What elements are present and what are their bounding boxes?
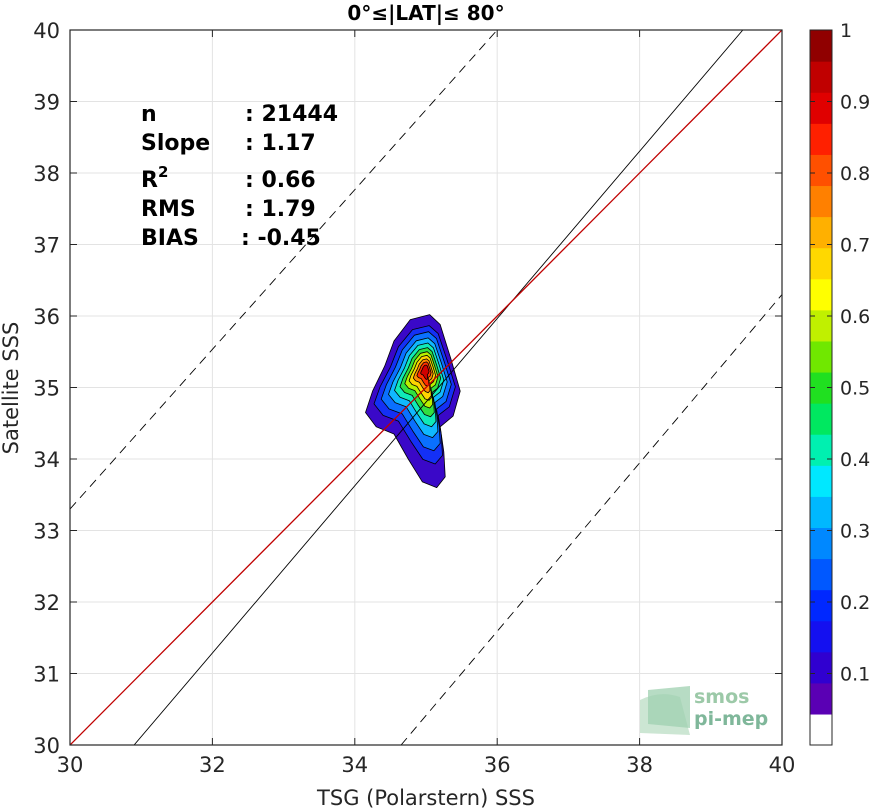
- colorbar-segment: [810, 465, 832, 497]
- colorbar-segment: [810, 61, 832, 93]
- stat-value-r2: : 0.66: [245, 168, 316, 193]
- colorbar-segment: [810, 713, 832, 746]
- colorbar-segment: [810, 496, 832, 528]
- colorbar-segment: [810, 154, 832, 187]
- smos-pi-mep-logo: smos pi-mep: [640, 686, 768, 735]
- stat-value-n: : 21444: [245, 102, 338, 127]
- colorbar-tick-label: 1: [840, 20, 852, 42]
- logo-text-smos: smos: [694, 686, 749, 708]
- y-tick-label: 40: [33, 19, 60, 43]
- x-tick-label: 30: [57, 753, 84, 777]
- x-tick-label: 40: [769, 753, 796, 777]
- colorbar-segment: [810, 620, 832, 653]
- x-ticks: 30 32 34 36 38 40: [57, 30, 796, 777]
- colorbar-tick-label: 0.4: [840, 449, 870, 471]
- colorbar-tick-label: 0.8: [840, 163, 870, 185]
- colorbar-tick-label: 0.6: [840, 306, 870, 328]
- x-tick-label: 36: [484, 753, 511, 777]
- bound-line-dashed: [400, 294, 782, 745]
- stat-value-bias: : -0.45: [241, 226, 321, 251]
- stat-value-slope: : 1.17: [245, 131, 316, 156]
- x-tick-label: 34: [341, 753, 368, 777]
- stat-label-rms: RMS: [141, 197, 196, 222]
- y-tick-label: 35: [33, 377, 60, 401]
- one-to-one-line: [70, 30, 782, 745]
- colorbar-segment: [810, 682, 832, 715]
- colorbar-tick-label: 0.5: [840, 378, 870, 400]
- y-tick-label: 37: [33, 234, 60, 258]
- colorbar-segment: [810, 30, 832, 62]
- y-tick-label: 33: [33, 520, 60, 544]
- y-tick-label: 32: [33, 591, 60, 615]
- colorbar-segment: [810, 403, 832, 435]
- regression-line: [133, 30, 744, 745]
- colorbar-segment: [810, 434, 832, 466]
- logo-mark-back-icon: [648, 686, 690, 728]
- y-tick-label: 39: [33, 91, 60, 115]
- stat-label-n: n: [141, 102, 157, 127]
- colorbar-segment: [810, 278, 832, 311]
- stat-label-slope: Slope: [141, 131, 210, 156]
- colorbar-tick-label: 0.1: [840, 664, 870, 686]
- colorbar-tick-label: 0.9: [840, 92, 870, 114]
- reference-lines: [70, 30, 782, 745]
- chart-title: 0°≤|LAT|≤ 80°: [347, 1, 504, 25]
- density-contour-level: [420, 364, 430, 380]
- stat-label-bias: BIAS: [141, 226, 199, 251]
- colorbar-segment: [810, 216, 832, 249]
- x-axis-label: TSG (Polarstern) SSS: [316, 786, 535, 810]
- colorbar-segment: [810, 92, 832, 124]
- y-tick-label: 34: [33, 448, 60, 472]
- x-tick-label: 32: [199, 753, 226, 777]
- colorbar-segment: [810, 123, 832, 155]
- y-tick-label: 36: [33, 305, 60, 329]
- colorbar: 0.1 0.2 0.3 0.4 0.5 0.6 0.7 0.8 0.9 1: [809, 20, 870, 746]
- colorbar-segment: [810, 340, 832, 373]
- colorbar-tick-label: 0.7: [840, 235, 870, 257]
- y-tick-label: 30: [33, 734, 60, 758]
- x-tick-label: 38: [626, 753, 653, 777]
- logo-text-pi-mep: pi-mep: [694, 708, 768, 730]
- y-axis-label: Satellite SSS: [0, 322, 23, 455]
- colorbar-tick-label: 0.3: [840, 521, 870, 543]
- colorbar-segment: [810, 371, 832, 404]
- colorbar-segment: [810, 309, 832, 342]
- y-tick-label: 38: [33, 162, 60, 186]
- colorbar-tick-label: 0.2: [840, 592, 870, 614]
- bound-line-dashed: [70, 30, 498, 510]
- colorbar-segment: [810, 247, 832, 280]
- stat-value-rms: : 1.79: [245, 197, 316, 222]
- y-tick-label: 31: [33, 663, 60, 687]
- colorbar-segment: [810, 651, 832, 684]
- colorbar-segment: [810, 527, 832, 560]
- colorbar-segment: [810, 589, 832, 622]
- colorbar-segment: [810, 558, 832, 591]
- colorbar-segment: [810, 185, 832, 218]
- y-ticks: 30 31 32 33 34 35 36 37 38 39 40: [33, 19, 782, 758]
